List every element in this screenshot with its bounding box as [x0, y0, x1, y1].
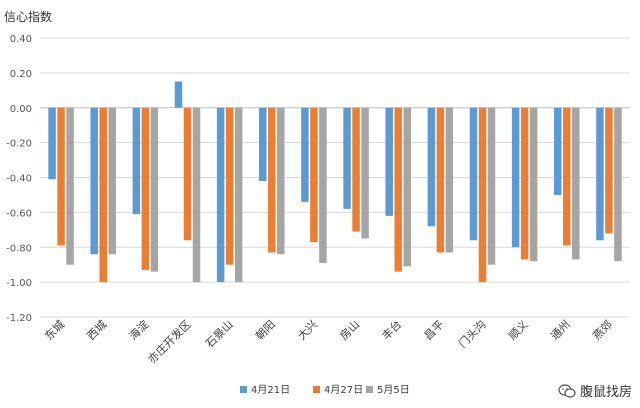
y-tick-label: -1.00 — [6, 278, 32, 289]
bar — [132, 107, 141, 215]
x-tick-label: 顺义 — [506, 318, 531, 343]
bar — [529, 107, 538, 262]
x-tick-label: 通州 — [548, 318, 573, 343]
bar — [469, 107, 478, 241]
bar — [520, 107, 529, 260]
legend-swatch — [313, 386, 320, 393]
x-tick-label: 燕郊 — [590, 318, 615, 343]
bar — [216, 107, 225, 283]
bar — [277, 107, 285, 255]
legend-label: 4月27日 — [324, 384, 363, 396]
bar — [150, 107, 159, 272]
bar — [385, 107, 393, 216]
bar — [596, 107, 604, 241]
legend-swatch — [240, 386, 247, 393]
bar — [436, 107, 445, 253]
x-tick-label: 门头沟 — [455, 317, 488, 350]
legend-swatch — [366, 386, 373, 393]
bar — [108, 107, 116, 255]
bar — [183, 107, 192, 241]
bar — [234, 107, 243, 283]
x-tick-label: 海淀 — [126, 317, 151, 342]
x-tick-label: 大兴 — [295, 317, 320, 342]
bar — [487, 107, 496, 265]
bar — [605, 107, 613, 234]
bar — [225, 107, 234, 265]
bar — [478, 107, 487, 283]
wechat-icon — [558, 383, 576, 398]
y-tick-label: 0.00 — [10, 104, 32, 115]
x-tick-label: 丰台 — [379, 317, 404, 342]
x-tick-label: 房山 — [337, 318, 362, 343]
bar — [343, 107, 351, 209]
watermark-text: 腹鼠找房 — [579, 385, 632, 400]
bar — [572, 107, 580, 260]
bar — [259, 107, 267, 181]
x-tick-label: 石景山 — [203, 318, 236, 351]
bar — [511, 107, 520, 248]
bar — [174, 81, 183, 108]
y-tick-label: -0.80 — [6, 243, 32, 254]
y-tick-label: 0.20 — [10, 69, 32, 80]
bar — [554, 107, 562, 195]
bar — [66, 107, 74, 265]
x-tick-label: 东城 — [42, 318, 67, 343]
y-tick-label: -0.40 — [6, 174, 32, 185]
x-tick-label: 西城 — [85, 318, 110, 343]
bar — [192, 107, 201, 283]
bar — [445, 107, 454, 253]
bar — [563, 107, 571, 246]
y-tick-label: 0.40 — [10, 34, 32, 45]
legend-label: 5月5日 — [377, 384, 410, 396]
bar — [301, 107, 309, 202]
bar — [310, 107, 318, 243]
bar — [48, 107, 56, 180]
bar — [268, 107, 276, 253]
x-tick-label: 昌平 — [422, 318, 447, 343]
y-tick-label: -0.60 — [6, 208, 32, 219]
bar — [90, 107, 98, 255]
bar — [352, 107, 360, 232]
watermark: 腹鼠找房 — [558, 381, 632, 400]
y-tick-label: -0.20 — [6, 139, 32, 150]
bar — [99, 107, 107, 283]
x-tick-label: 朝阳 — [253, 318, 278, 343]
bar — [361, 107, 369, 239]
y-tick-label: -1.20 — [6, 313, 32, 324]
bar — [614, 107, 622, 262]
legend-label: 4月21日 — [251, 384, 290, 396]
bar — [57, 107, 65, 246]
bar — [403, 107, 411, 267]
bar — [319, 107, 327, 263]
x-tick-label: 亦庄开发区 — [145, 317, 194, 366]
bar — [394, 107, 402, 272]
bar — [427, 107, 436, 227]
bar — [141, 107, 150, 270]
y-axis-title: 信心指数 — [4, 10, 53, 24]
